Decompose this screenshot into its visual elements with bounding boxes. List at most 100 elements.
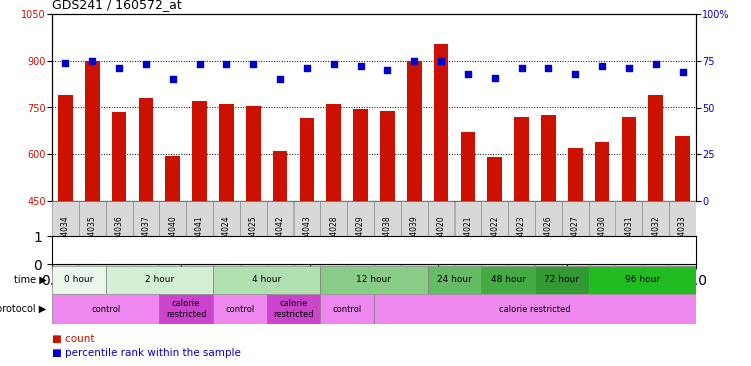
Text: GSM4042: GSM4042 xyxy=(276,215,285,252)
Text: control: control xyxy=(225,305,255,314)
Bar xyxy=(106,266,213,294)
Text: GSM4040: GSM4040 xyxy=(168,215,177,252)
Bar xyxy=(106,201,132,266)
Bar xyxy=(112,112,126,201)
Bar xyxy=(562,201,589,266)
Bar xyxy=(240,201,267,266)
Text: GSM4043: GSM4043 xyxy=(303,215,312,252)
Bar xyxy=(427,201,454,266)
Bar xyxy=(267,294,321,324)
Bar xyxy=(514,117,529,201)
Bar xyxy=(622,117,636,201)
Text: protocol ▶: protocol ▶ xyxy=(0,304,47,314)
Bar xyxy=(52,266,106,294)
Bar xyxy=(321,266,427,294)
Bar xyxy=(165,156,180,201)
Bar xyxy=(541,115,556,201)
Bar xyxy=(589,266,696,294)
Text: ■ count: ■ count xyxy=(52,334,95,344)
Text: control: control xyxy=(91,305,120,314)
Point xyxy=(220,61,232,67)
Bar xyxy=(481,201,508,266)
Point xyxy=(113,65,125,71)
Bar xyxy=(374,294,696,324)
Text: 24 hour: 24 hour xyxy=(437,276,472,284)
Text: 2 hour: 2 hour xyxy=(145,276,174,284)
Bar xyxy=(213,201,240,266)
Text: GDS241 / 160572_at: GDS241 / 160572_at xyxy=(52,0,182,11)
Bar xyxy=(347,201,374,266)
Bar xyxy=(675,135,690,201)
Bar xyxy=(327,104,341,201)
Bar xyxy=(79,201,106,266)
Point xyxy=(59,60,71,66)
Bar xyxy=(132,201,159,266)
Bar xyxy=(380,111,395,201)
Point xyxy=(194,61,206,67)
Bar xyxy=(460,132,475,201)
Bar xyxy=(294,201,321,266)
Text: calorie
restricted: calorie restricted xyxy=(273,299,314,319)
Text: 12 hour: 12 hour xyxy=(357,276,391,284)
Point xyxy=(623,65,635,71)
Bar xyxy=(85,61,100,201)
Point xyxy=(569,71,581,77)
Bar xyxy=(321,294,374,324)
Text: GSM4033: GSM4033 xyxy=(678,215,687,252)
Bar xyxy=(138,98,153,201)
Text: GSM4041: GSM4041 xyxy=(195,215,204,252)
Text: GSM4025: GSM4025 xyxy=(249,215,258,252)
Point xyxy=(354,63,366,69)
Point xyxy=(382,67,394,73)
Bar xyxy=(535,201,562,266)
Bar xyxy=(669,201,696,266)
Point xyxy=(542,65,554,71)
Bar xyxy=(616,201,642,266)
Text: GSM4026: GSM4026 xyxy=(544,215,553,252)
Text: 72 hour: 72 hour xyxy=(544,276,579,284)
Bar xyxy=(407,61,421,201)
Point xyxy=(301,65,313,71)
Text: GSM4031: GSM4031 xyxy=(624,215,633,252)
Text: GSM4024: GSM4024 xyxy=(222,215,231,252)
Text: GSM4023: GSM4023 xyxy=(517,215,526,252)
Text: 4 hour: 4 hour xyxy=(252,276,282,284)
Point xyxy=(462,71,474,77)
Point xyxy=(140,61,152,67)
Bar xyxy=(246,106,261,201)
Point xyxy=(409,58,421,64)
Bar xyxy=(321,201,347,266)
Text: calorie
restricted: calorie restricted xyxy=(166,299,207,319)
Bar xyxy=(535,266,589,294)
Text: GSM4036: GSM4036 xyxy=(115,215,124,252)
Bar xyxy=(219,104,234,201)
Point xyxy=(650,61,662,67)
Bar xyxy=(267,201,294,266)
Bar xyxy=(508,201,535,266)
Bar xyxy=(595,142,610,201)
Bar xyxy=(159,294,213,324)
Point xyxy=(516,65,528,71)
Text: calorie restricted: calorie restricted xyxy=(499,305,571,314)
Text: GSM4028: GSM4028 xyxy=(329,215,338,252)
Bar xyxy=(642,201,669,266)
Point xyxy=(274,76,286,82)
Text: GSM4034: GSM4034 xyxy=(61,215,70,252)
Point xyxy=(435,58,447,64)
Text: ■ percentile rank within the sample: ■ percentile rank within the sample xyxy=(52,348,241,358)
Text: GSM4029: GSM4029 xyxy=(356,215,365,252)
Bar xyxy=(434,44,448,201)
Bar xyxy=(52,201,79,266)
Text: GSM4032: GSM4032 xyxy=(651,215,660,252)
Bar xyxy=(648,95,663,201)
Bar xyxy=(427,266,481,294)
Text: control: control xyxy=(333,305,362,314)
Text: GSM4037: GSM4037 xyxy=(141,215,150,252)
Bar xyxy=(58,95,73,201)
Point xyxy=(167,76,179,82)
Bar xyxy=(273,151,288,201)
Point xyxy=(247,61,259,67)
Point xyxy=(677,69,689,75)
Bar xyxy=(353,109,368,201)
Bar xyxy=(454,201,481,266)
